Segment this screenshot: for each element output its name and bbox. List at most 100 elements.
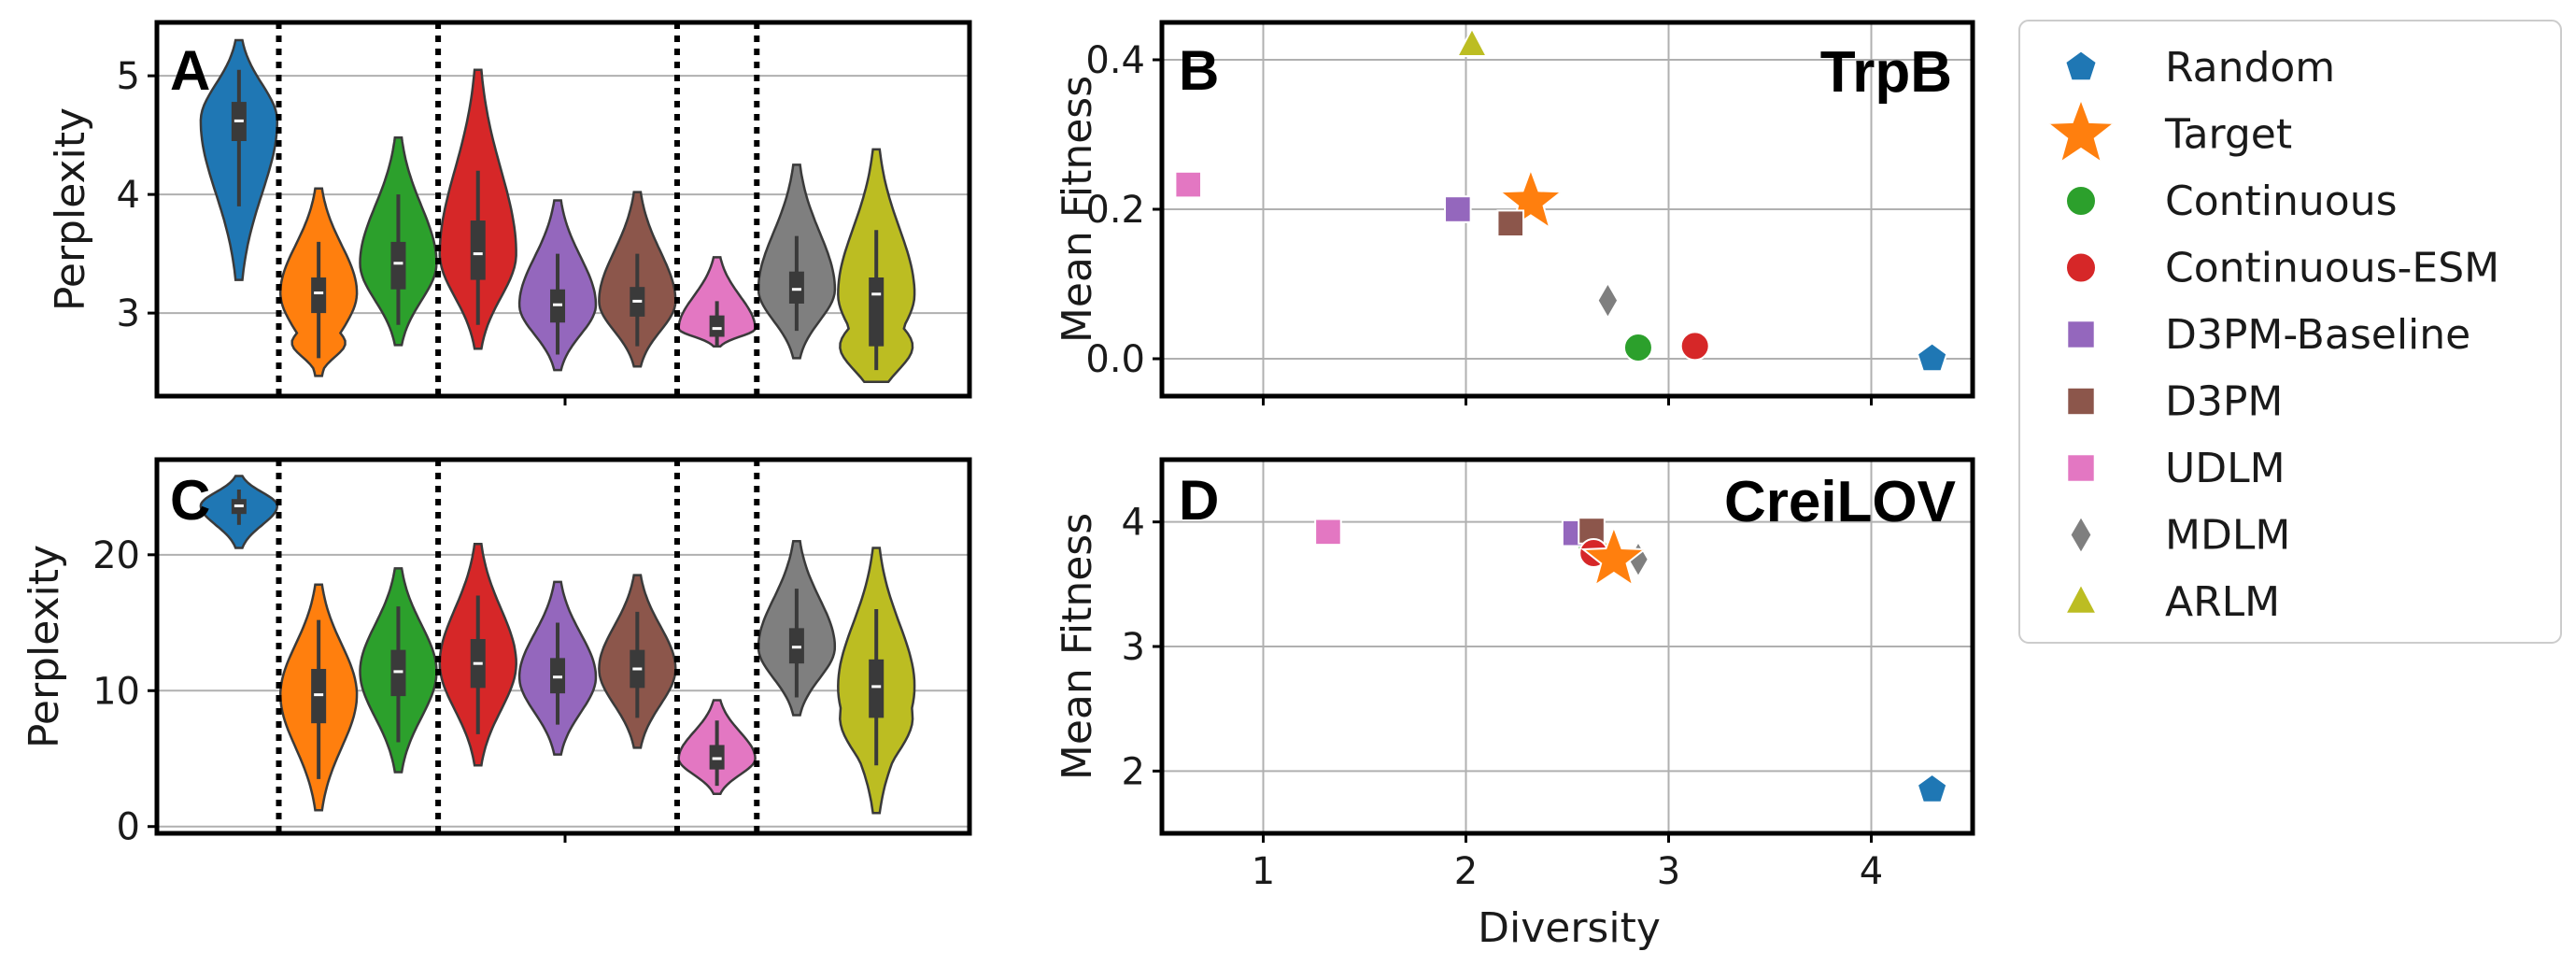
y-tick-label: 4 (117, 174, 140, 217)
y-axis-label: Mean Fitness (1054, 76, 1101, 343)
point-udlm (1174, 170, 1203, 199)
y-tick-label: 4 (1122, 502, 1145, 545)
legend-frame (2018, 20, 2562, 644)
y-tick-label: 0.4 (1085, 39, 1145, 82)
legend-entry-udlm: UDLM (2066, 445, 2286, 492)
violin-box-continuous (390, 241, 406, 290)
panel-c-violin: 0 10 20 Perplexity C (21, 457, 972, 849)
violin-udlm (677, 699, 757, 796)
panel-b-title: TrpB (1820, 40, 1952, 105)
y-tick-label: 3 (1122, 626, 1145, 669)
legend-entry-continuous: Continuous (2065, 178, 2398, 225)
point-d3pm (1496, 209, 1525, 237)
x-tick-label: 3 (1657, 850, 1680, 893)
violin-box-arlm (869, 659, 885, 718)
y-tick-label: 5 (117, 55, 140, 98)
point-continuous-esm (1679, 331, 1710, 362)
violin-box-udlm (709, 315, 725, 337)
violin-box-continuous-esm (470, 220, 486, 280)
legend-label: Continuous (2165, 178, 2398, 225)
violin-d3pm (598, 191, 677, 368)
legend-label: Target (2164, 111, 2292, 159)
violin-d3pm-baseline (517, 199, 598, 372)
violin-continuous-esm (438, 68, 517, 350)
legend-label: Random (2165, 44, 2335, 92)
y-axis-label: Mean Fitness (1054, 513, 1101, 780)
x-tick-label: 2 (1454, 850, 1478, 893)
point-udlm (1314, 518, 1342, 547)
legend-label: ARLM (2165, 578, 2280, 626)
legend-marker-udlm (2066, 453, 2096, 483)
legend-entry-mdlm: MDLM (2069, 512, 2290, 560)
panel-c-frame (154, 457, 972, 836)
x-tick-label: 1 (1252, 850, 1275, 893)
violin-random (199, 38, 279, 281)
legend-label: D3PM-Baseline (2165, 311, 2470, 359)
point-continuous (1622, 333, 1653, 362)
panel-letter-c: C (170, 469, 210, 532)
legend-entry-arlm: ARLM (2063, 578, 2280, 626)
violin-box-target (311, 277, 327, 314)
legend-marker-mdlm (2069, 514, 2093, 556)
legend-marker-random (2064, 50, 2098, 82)
violin-random (199, 475, 279, 549)
y-axis-label: Perplexity (21, 545, 68, 748)
y-tick-label: 10 (92, 670, 140, 713)
legend-marker-d3pm-baseline (2066, 320, 2096, 349)
violin-mdlm (757, 163, 837, 360)
violin-target (278, 583, 359, 812)
legend-marker-d3pm (2066, 386, 2096, 417)
violin-d3pm-baseline (517, 580, 598, 756)
legend-entry-d3pm: D3PM (2066, 378, 2283, 426)
point-arlm (1455, 26, 1489, 57)
y-tick-label: 2 (1122, 750, 1145, 793)
y-tick-label: 0 (117, 806, 140, 849)
panel-a-frame (154, 20, 972, 399)
legend-label: D3PM (2165, 378, 2283, 426)
violin-continuous (359, 135, 438, 347)
legend-marker-target (2045, 96, 2117, 165)
legend-label: UDLM (2165, 445, 2286, 492)
panel-letter-d: D (1179, 469, 1219, 532)
violin-box-mdlm (788, 271, 804, 304)
violin-continuous-esm (438, 542, 517, 767)
point-target (1497, 166, 1564, 231)
y-tick-label: 0.0 (1085, 338, 1145, 381)
legend-entry-target: Target (2045, 96, 2292, 165)
violin-target (278, 187, 359, 377)
legend-marker-arlm (2063, 582, 2099, 615)
legend-entry-random: Random (2064, 44, 2335, 92)
y-axis-label: Perplexity (47, 107, 94, 311)
violin-udlm (677, 256, 757, 348)
panel-a-violin: 3 4 5 Perplexity A (47, 20, 972, 405)
panel-d-scatter: 2 3 4 1 2 3 4 Mean Fitness D CreiLOV Diversity (1054, 457, 1975, 952)
violin-arlm (837, 547, 916, 815)
violin-box-arlm (869, 277, 885, 347)
violin-d3pm (598, 574, 677, 749)
legend-entry-d3pm-baseline: D3PM-Baseline (2066, 311, 2470, 359)
x-tick-label: 4 (1860, 850, 1883, 893)
violin-mdlm (757, 540, 837, 717)
point-mdlm (1596, 281, 1620, 320)
point-target (1580, 524, 1648, 588)
x-axis-label: Diversity (1478, 904, 1661, 952)
legend-marker-continuous (2065, 185, 2097, 217)
panel-letter-b: B (1179, 39, 1219, 102)
legend-label: Continuous-ESM (2165, 245, 2499, 292)
violin-continuous (359, 567, 438, 774)
legend-label: MDLM (2165, 512, 2290, 560)
y-tick-label: 20 (92, 534, 140, 577)
y-tick-label: 0.2 (1085, 189, 1145, 232)
y-tick-label: 3 (117, 292, 140, 335)
legend-entry-continuous-esm: Continuous-ESM (2065, 245, 2499, 292)
violin-arlm (837, 148, 916, 384)
legend: Random Target Continuous Continuous-ESM D3PM… (2018, 20, 2562, 644)
point-random (1916, 773, 1948, 803)
panel-letter-a: A (170, 39, 210, 102)
panel-d-title: CreiLOV (1724, 470, 1956, 534)
point-random (1916, 342, 1948, 373)
legend-marker-continuous-esm (2065, 251, 2097, 284)
point-d3pm-baseline (1444, 195, 1472, 223)
